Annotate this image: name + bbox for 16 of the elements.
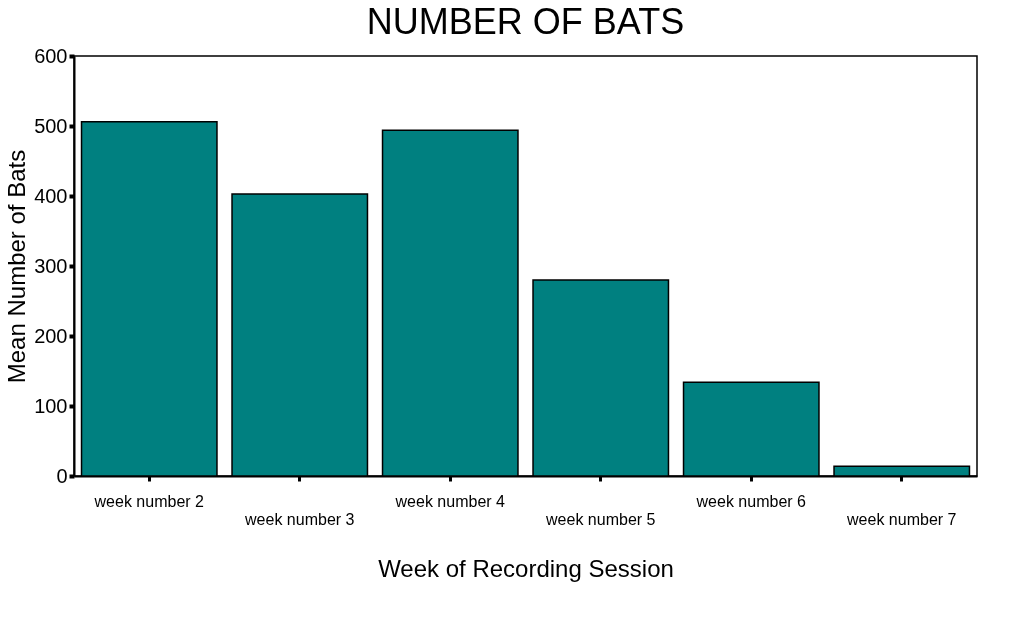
x-tick-label: week number 3 [244,510,355,528]
y-axis-title: Mean Number of Bats [3,149,31,384]
x-tick-label: week number 7 [846,510,957,528]
y-tick-label: 500 [34,114,68,137]
x-axis-title: Week of Recording Session [378,554,674,582]
y-tick-label: 200 [34,324,68,347]
y-tick-label: 100 [34,394,68,417]
chart-title: NUMBER OF BATS [366,1,685,42]
x-tick-label: week number 6 [695,492,807,510]
y-tick-label: 0 [56,464,68,487]
y-tick-label: 300 [34,254,68,277]
y-tick-label: 600 [34,44,68,67]
x-tick-label: week number 5 [545,510,656,528]
x-tick-label: week number 2 [93,492,205,510]
x-tick-label: week number 4 [394,492,506,510]
y-tick-label: 400 [34,184,68,207]
